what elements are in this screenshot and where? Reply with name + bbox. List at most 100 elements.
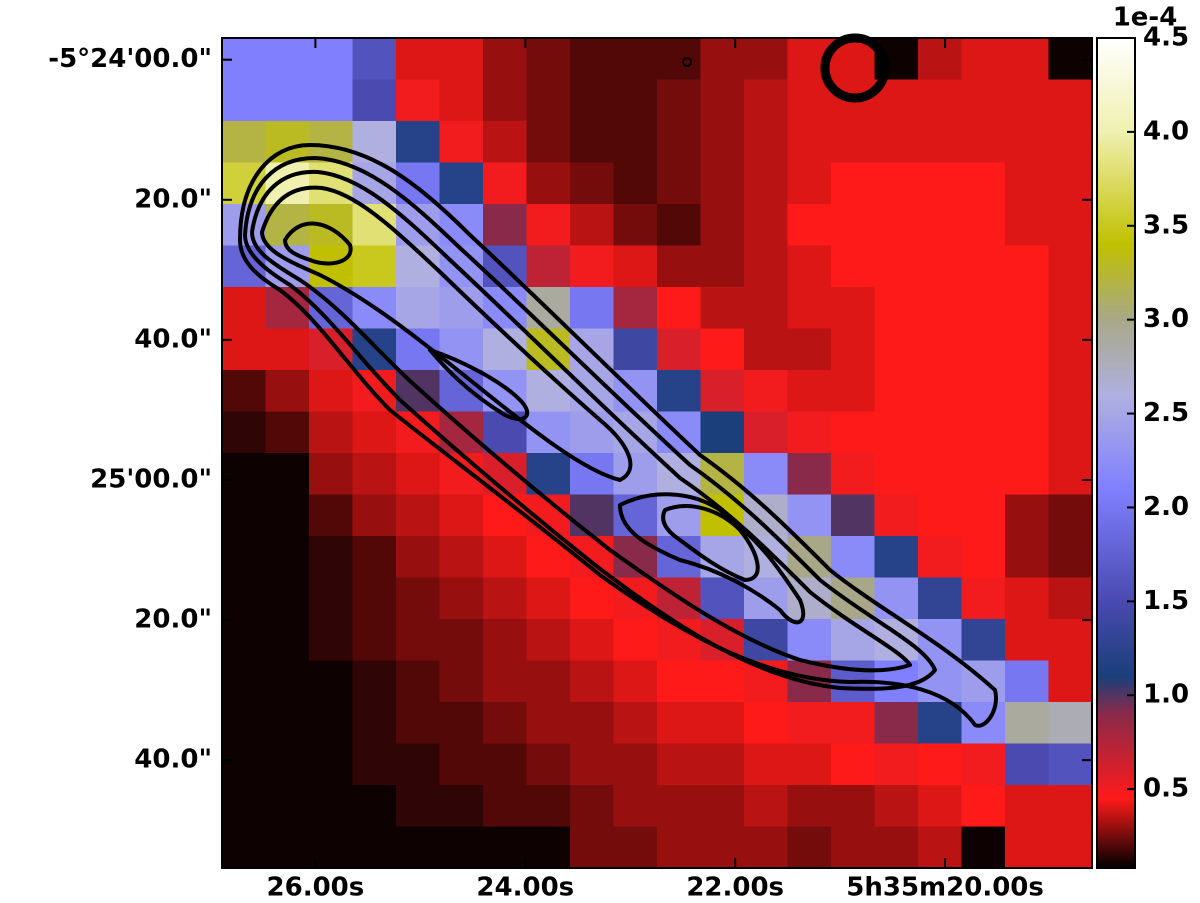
cell — [1048, 79, 1093, 122]
cell — [265, 619, 310, 662]
cell — [396, 785, 441, 828]
cell — [309, 743, 354, 786]
colorbar-multiplier: 1e-4 — [1113, 3, 1178, 33]
cell — [570, 702, 615, 745]
cell — [483, 826, 528, 869]
cell — [613, 826, 658, 869]
cell — [961, 79, 1006, 122]
cell — [874, 287, 919, 330]
cell — [309, 328, 354, 371]
cell — [613, 287, 658, 330]
cell — [439, 785, 484, 828]
cell — [787, 702, 832, 745]
cell — [352, 494, 397, 537]
contour — [238, 143, 998, 728]
cell — [918, 245, 963, 288]
cell — [570, 619, 615, 662]
cell — [439, 536, 484, 579]
cell — [483, 38, 528, 81]
cell — [222, 785, 267, 828]
cell — [570, 826, 615, 869]
cell — [396, 287, 441, 330]
cell — [657, 162, 702, 205]
cell — [439, 162, 484, 205]
cell — [265, 536, 310, 579]
cell — [483, 660, 528, 703]
cell — [787, 826, 832, 869]
cell — [1048, 785, 1093, 828]
cell — [222, 826, 267, 869]
cell — [744, 370, 789, 413]
cell — [265, 743, 310, 786]
cell — [831, 328, 876, 371]
cell — [613, 162, 658, 205]
cell — [570, 411, 615, 454]
cell — [961, 328, 1006, 371]
cell — [222, 536, 267, 579]
cell — [483, 785, 528, 828]
cell — [918, 38, 963, 81]
cell — [700, 121, 745, 164]
cell — [918, 702, 963, 745]
cell — [1005, 453, 1050, 496]
contour — [260, 185, 633, 482]
cell — [831, 204, 876, 247]
cell — [483, 743, 528, 786]
cell — [309, 536, 354, 579]
cell — [787, 619, 832, 662]
cell — [787, 204, 832, 247]
cell — [700, 536, 745, 579]
cell — [439, 38, 484, 81]
cell — [787, 328, 832, 371]
cell — [1005, 38, 1050, 81]
cell — [352, 536, 397, 579]
cell — [787, 245, 832, 288]
cell — [700, 38, 745, 81]
cell — [570, 660, 615, 703]
cell — [1005, 79, 1050, 122]
cell — [570, 370, 615, 413]
cell — [831, 162, 876, 205]
colorbar-tick-label: 4.5 — [1143, 23, 1189, 53]
cell — [657, 660, 702, 703]
cell — [1048, 328, 1093, 371]
cell — [961, 245, 1006, 288]
cell — [265, 38, 310, 81]
cell — [352, 702, 397, 745]
cell — [222, 660, 267, 703]
cell — [309, 785, 354, 828]
cell — [700, 79, 745, 122]
x-tick-label: 24.00s — [476, 873, 574, 903]
cell — [483, 619, 528, 662]
cell — [831, 411, 876, 454]
cell — [1048, 287, 1093, 330]
cell — [265, 411, 310, 454]
x-tick-label: 22.00s — [686, 873, 784, 903]
cell — [265, 79, 310, 122]
cell — [613, 245, 658, 288]
cell — [874, 494, 919, 537]
cell — [352, 619, 397, 662]
cell — [657, 370, 702, 413]
contour — [428, 348, 530, 421]
cell — [918, 453, 963, 496]
cell — [613, 702, 658, 745]
cell — [874, 826, 919, 869]
cell — [700, 287, 745, 330]
cell — [744, 702, 789, 745]
cell — [1005, 328, 1050, 371]
cell — [265, 328, 310, 371]
cell — [483, 577, 528, 620]
y-tick-label: 40.0" — [134, 745, 212, 775]
colorbar-tick-label: 2.0 — [1143, 492, 1189, 522]
cell — [700, 785, 745, 828]
cell — [526, 577, 571, 620]
cell — [265, 577, 310, 620]
cell — [1005, 494, 1050, 537]
cell — [787, 79, 832, 122]
cell — [1005, 370, 1050, 413]
cell — [396, 826, 441, 869]
cell — [700, 660, 745, 703]
cell — [874, 743, 919, 786]
cell — [352, 577, 397, 620]
